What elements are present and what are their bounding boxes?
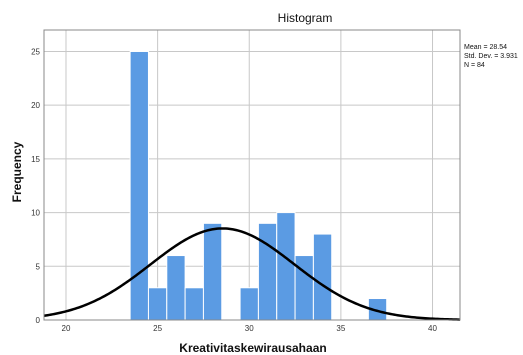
x-tick-label: 30: [245, 324, 254, 333]
stats-mean: Mean = 28.54: [464, 44, 507, 51]
x-tick-labels: 20 25 30 35 40: [62, 324, 438, 333]
stats-box: Mean = 28.54 Std. Dev. = 3.931 N = 84: [464, 44, 518, 69]
histogram-bar: [129, 50, 149, 321]
grid-lines: [44, 30, 460, 320]
x-tick-label: 35: [336, 324, 345, 333]
histogram-bar: [166, 255, 186, 321]
y-tick-label: 25: [31, 47, 40, 56]
y-tick-label: 10: [31, 209, 40, 218]
histogram-bar: [202, 222, 223, 321]
y-tick-label: 5: [36, 262, 41, 271]
normal-curve: [43, 227, 461, 321]
x-tick-label: 20: [62, 324, 71, 333]
stats-std-dev: Std. Dev. = 3.931: [464, 53, 518, 60]
x-tick-label: 40: [428, 324, 437, 333]
y-tick-label: 0: [36, 316, 41, 325]
histogram-bar: [312, 233, 333, 321]
x-tick-label: 25: [153, 324, 162, 333]
histogram-bar: [276, 212, 296, 321]
y-axis-title: Frequency: [10, 141, 24, 202]
y-tick-label: 15: [31, 155, 40, 164]
histogram-bar: [147, 287, 168, 321]
stats-n: N = 84: [464, 62, 485, 69]
histogram-bar: [184, 287, 204, 321]
normal-curve-layer: [43, 227, 461, 321]
plot-frame: [43, 29, 461, 321]
histogram-bars: [129, 50, 388, 321]
chart-title: Histogram: [278, 11, 333, 25]
histogram-bar: [294, 255, 314, 321]
x-axis-title: Kreativitaskewirausahaan: [179, 341, 326, 355]
histogram-bar: [257, 222, 278, 321]
histogram-bar: [239, 287, 259, 321]
y-tick-label: 20: [31, 101, 40, 110]
y-tick-labels: 0 5 10 15 20 25: [31, 47, 40, 325]
